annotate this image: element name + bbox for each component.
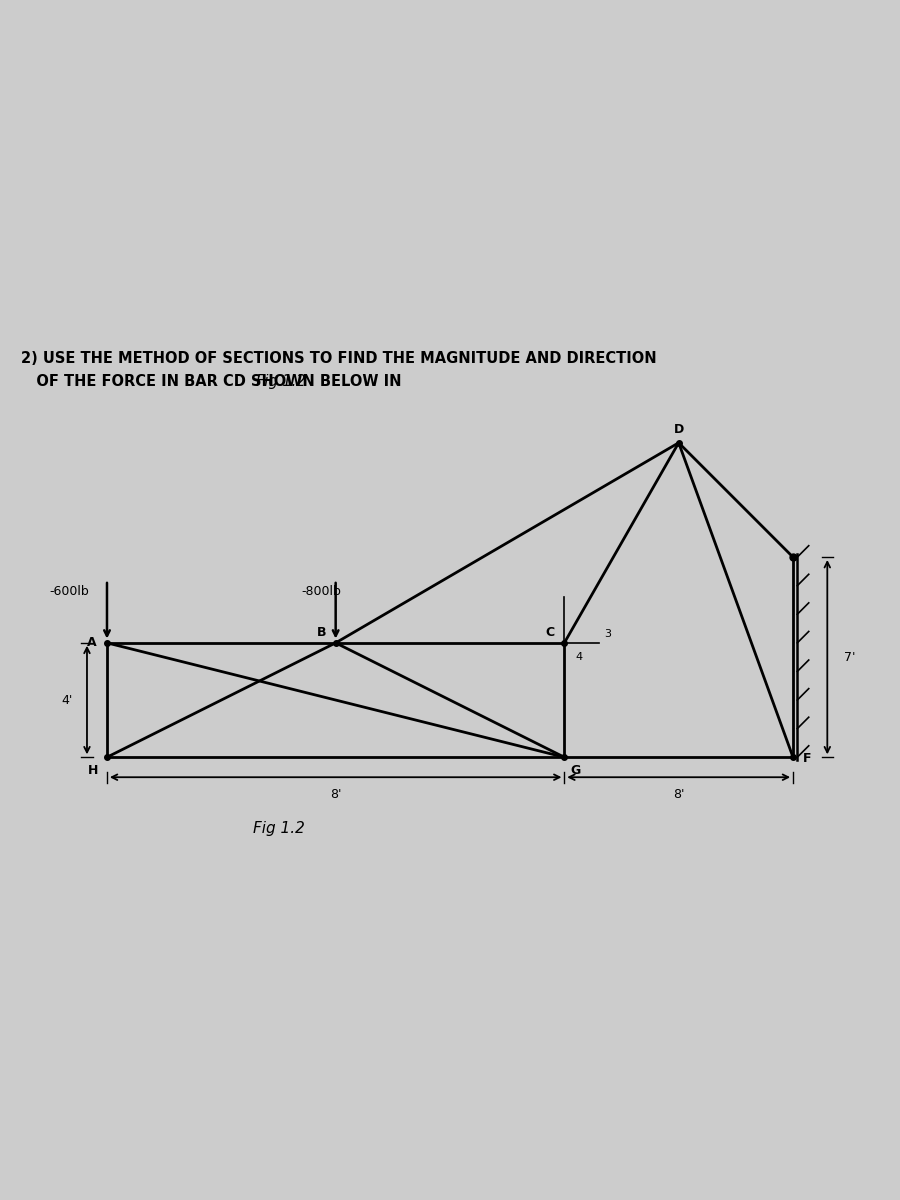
Text: -800lb: -800lb [302,584,341,598]
Text: G: G [571,763,580,776]
Text: H: H [87,763,98,776]
Text: C: C [545,626,554,640]
Text: 7': 7' [844,650,856,664]
Text: A: A [86,636,96,649]
Text: B: B [317,626,326,640]
Text: Fig 1.2: Fig 1.2 [256,374,305,389]
Text: 8': 8' [673,788,684,800]
Text: 4': 4' [61,694,73,707]
Text: 4: 4 [575,652,582,662]
Text: 2) USE THE METHOD OF SECTIONS TO FIND THE MAGNITUDE AND DIRECTION: 2) USE THE METHOD OF SECTIONS TO FIND TH… [22,352,657,366]
Text: F: F [803,752,812,766]
Text: 3: 3 [604,629,611,640]
Text: OF THE FORCE IN BAR CD SHOWN BELOW IN: OF THE FORCE IN BAR CD SHOWN BELOW IN [22,374,407,389]
Text: 8': 8' [330,788,341,800]
Text: D: D [673,424,684,437]
Text: Fig 1.2: Fig 1.2 [253,821,304,836]
Text: -600lb: -600lb [50,584,90,598]
